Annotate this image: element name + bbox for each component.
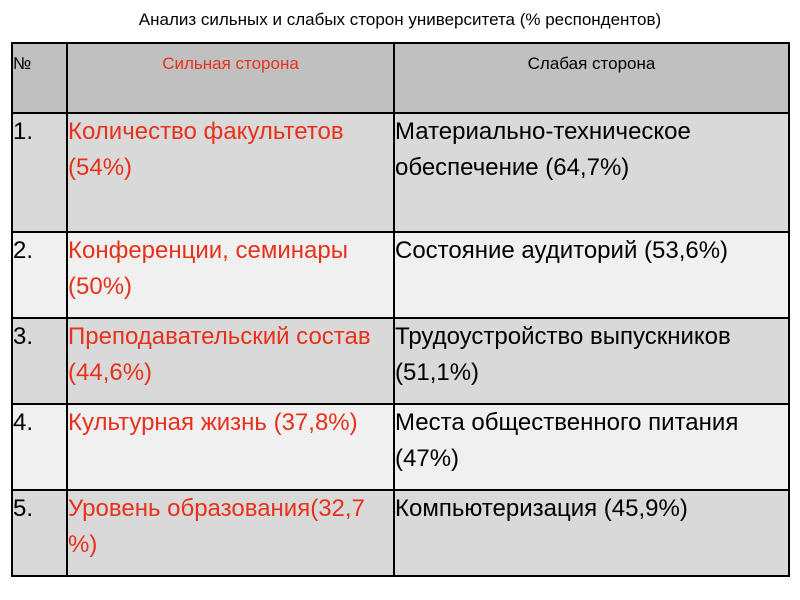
table-row: 3. Преподавательский состав (44,6%) Труд… [11,317,790,405]
strong-side-cell: Количество факультетов (54%) [66,112,395,233]
table-row: 5. Уровень образования(32,7 %) Компьютер… [11,489,790,577]
header-weak-side: Слабая сторона [393,42,790,114]
row-number: 3. [11,317,68,405]
header-number: № [11,42,68,114]
weak-side-cell: Места общественного питания (47%) [393,403,790,491]
swot-table: № Сильная сторона Слабая сторона 1. Коли… [11,42,790,577]
row-number: 5. [11,489,68,577]
table-row: 4. Культурная жизнь (37,8%) Места общест… [11,403,790,491]
row-number: 2. [11,231,68,319]
table-row: 2. Конференции, семинары (50%) Состояние… [11,231,790,319]
weak-side-cell: Компьютеризация (45,9%) [393,489,790,577]
weak-side-cell: Материально-техническое обеспечение (64,… [393,112,790,233]
header-strong-side: Сильная сторона [66,42,395,114]
strong-side-cell: Культурная жизнь (37,8%) [66,403,395,491]
strong-side-cell: Конференции, семинары (50%) [66,231,395,319]
row-number: 4. [11,403,68,491]
table-row: 1. Количество факультетов (54%) Материал… [11,112,790,233]
page-title: Анализ сильных и слабых сторон университ… [138,10,662,29]
strong-side-cell: Уровень образования(32,7 %) [66,489,395,577]
weak-side-cell: Трудоустройство выпускников (51,1%) [393,317,790,405]
table-header-row: № Сильная сторона Слабая сторона [11,42,790,114]
strong-side-cell: Преподавательский состав (44,6%) [66,317,395,405]
weak-side-cell: Состояние аудиторий (53,6%) [393,231,790,319]
row-number: 1. [11,112,68,233]
